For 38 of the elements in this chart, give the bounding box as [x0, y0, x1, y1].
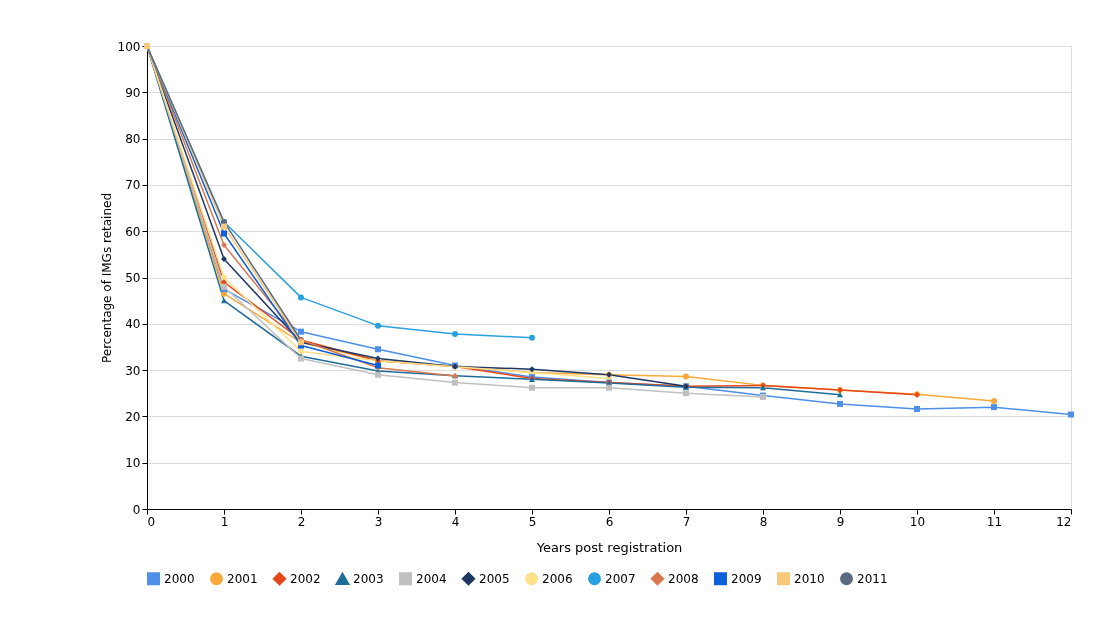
- legend-label: 2002: [290, 571, 321, 586]
- x-tick-label: 1: [220, 514, 229, 529]
- x-tick-label: 8: [759, 514, 768, 529]
- y-tick-label: 10: [125, 456, 141, 471]
- legend-label: 2010: [794, 571, 825, 586]
- legend-label: 2011: [857, 571, 888, 586]
- legend-label: 2003: [353, 572, 384, 587]
- y-tick-label: 60: [125, 224, 141, 239]
- y-tick-label: 20: [125, 409, 141, 424]
- legend-label: 2006: [542, 571, 573, 586]
- x-tick-label: 2: [297, 514, 306, 529]
- x-tick-label: 9: [836, 514, 845, 529]
- y-tick-label: 40: [125, 317, 141, 332]
- legend-label: 2009: [731, 571, 762, 586]
- y-tick-label: 90: [125, 85, 141, 100]
- x-tick-label: 6: [605, 514, 614, 529]
- x-tick-label: 5: [528, 514, 537, 529]
- y-axis-title: Percentage of IMGs retained: [99, 192, 114, 364]
- legend-label: 2004: [416, 571, 447, 586]
- x-tick-label: 0: [147, 514, 156, 529]
- x-axis-title: Years post registration: [535, 539, 683, 555]
- x-tick-label: 4: [451, 514, 460, 529]
- y-tick-label: 80: [125, 132, 141, 147]
- y-tick-label: 100: [117, 39, 141, 54]
- legend-label: 2000: [164, 571, 195, 586]
- legend-label: 2005: [479, 571, 510, 586]
- x-tick-label: 7: [682, 514, 691, 529]
- y-tick-label: 70: [125, 178, 141, 193]
- legend-label: 2008: [668, 571, 699, 586]
- y-tick-label: 30: [125, 363, 141, 378]
- legend-label: 2007: [605, 571, 636, 586]
- legend-label: 2001: [227, 571, 258, 586]
- x-tick-label: 3: [374, 514, 383, 529]
- x-tick-label: 11: [986, 514, 1003, 529]
- y-tick-label: 0: [132, 502, 141, 517]
- y-tick-label: 50: [125, 271, 141, 285]
- x-tick-label: 10: [909, 514, 926, 529]
- x-tick-label: 12: [1056, 514, 1072, 529]
